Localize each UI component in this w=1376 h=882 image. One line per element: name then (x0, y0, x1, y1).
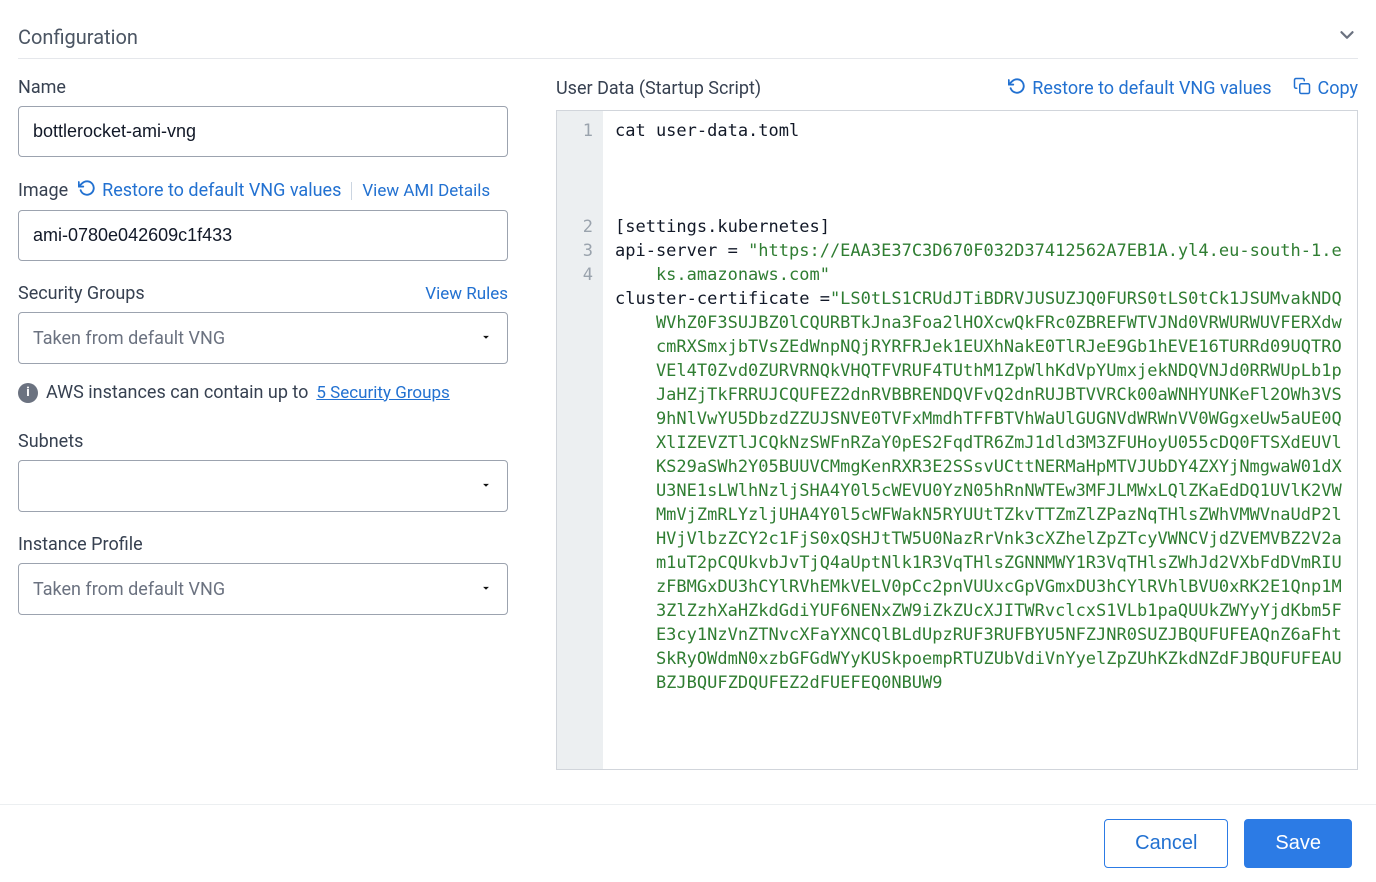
columns: Name Image Restore to default VNG values (18, 77, 1358, 770)
undo-icon (1008, 77, 1026, 100)
image-restore-label: Restore to default VNG values (102, 180, 341, 201)
code-editor[interactable]: 1 234 cat user-data.toml [settings.kuber… (556, 110, 1358, 770)
subnets-field: Subnets (18, 431, 508, 512)
save-button[interactable]: Save (1244, 819, 1352, 868)
user-data-restore-link[interactable]: Restore to default VNG values (1008, 77, 1271, 100)
caret-down-icon (479, 476, 493, 497)
security-groups-info-text: AWS instances can contain up to (46, 382, 308, 403)
section-header[interactable]: Configuration (18, 16, 1358, 59)
instance-profile-select[interactable]: Taken from default VNG (18, 563, 508, 615)
code-gutter: 1 234 (557, 111, 603, 769)
subnets-select[interactable] (18, 460, 508, 512)
section-title: Configuration (18, 25, 138, 49)
view-ami-details-link[interactable]: View AMI Details (362, 181, 490, 201)
view-rules-link[interactable]: View Rules (425, 284, 508, 304)
instance-profile-field: Instance Profile Taken from default VNG (18, 534, 508, 615)
code-content[interactable]: cat user-data.toml [settings.kubernetes]… (603, 111, 1357, 769)
user-data-actions: Restore to default VNG values Copy (1008, 77, 1358, 100)
security-groups-info: i AWS instances can contain up to 5 Secu… (18, 382, 508, 403)
security-groups-field: Security Groups View Rules Taken from de… (18, 283, 508, 364)
copy-label: Copy (1317, 78, 1358, 99)
right-column: User Data (Startup Script) Restore to de… (556, 77, 1358, 770)
user-data-label: User Data (Startup Script) (556, 78, 761, 99)
caret-down-icon (479, 579, 493, 600)
footer-actions: Cancel Save (0, 804, 1376, 882)
security-groups-info-link[interactable]: 5 Security Groups (316, 383, 449, 403)
image-field: Image Restore to default VNG values View… (18, 179, 508, 261)
caret-down-icon (479, 328, 493, 349)
image-label: Image (18, 180, 68, 201)
security-groups-placeholder: Taken from default VNG (33, 328, 225, 349)
image-input[interactable] (18, 210, 508, 261)
instance-profile-label: Instance Profile (18, 534, 143, 555)
security-groups-select[interactable]: Taken from default VNG (18, 312, 508, 364)
image-restore-link[interactable]: Restore to default VNG values (78, 179, 341, 202)
subnets-label: Subnets (18, 431, 83, 452)
copy-link[interactable]: Copy (1293, 77, 1358, 100)
user-data-restore-label: Restore to default VNG values (1032, 78, 1271, 99)
name-field: Name (18, 77, 508, 157)
name-input[interactable] (18, 106, 508, 157)
configuration-panel: Configuration Name Image (0, 0, 1376, 770)
undo-icon (78, 179, 96, 202)
collapse-chevron-icon[interactable] (1336, 24, 1358, 50)
security-groups-label: Security Groups (18, 283, 145, 304)
copy-icon (1293, 77, 1311, 100)
name-label: Name (18, 77, 66, 98)
instance-profile-placeholder: Taken from default VNG (33, 579, 225, 600)
info-icon: i (18, 383, 38, 403)
user-data-header: User Data (Startup Script) Restore to de… (556, 77, 1358, 100)
left-column: Name Image Restore to default VNG values (18, 77, 508, 770)
divider-icon (351, 182, 352, 200)
cancel-button[interactable]: Cancel (1104, 819, 1228, 868)
